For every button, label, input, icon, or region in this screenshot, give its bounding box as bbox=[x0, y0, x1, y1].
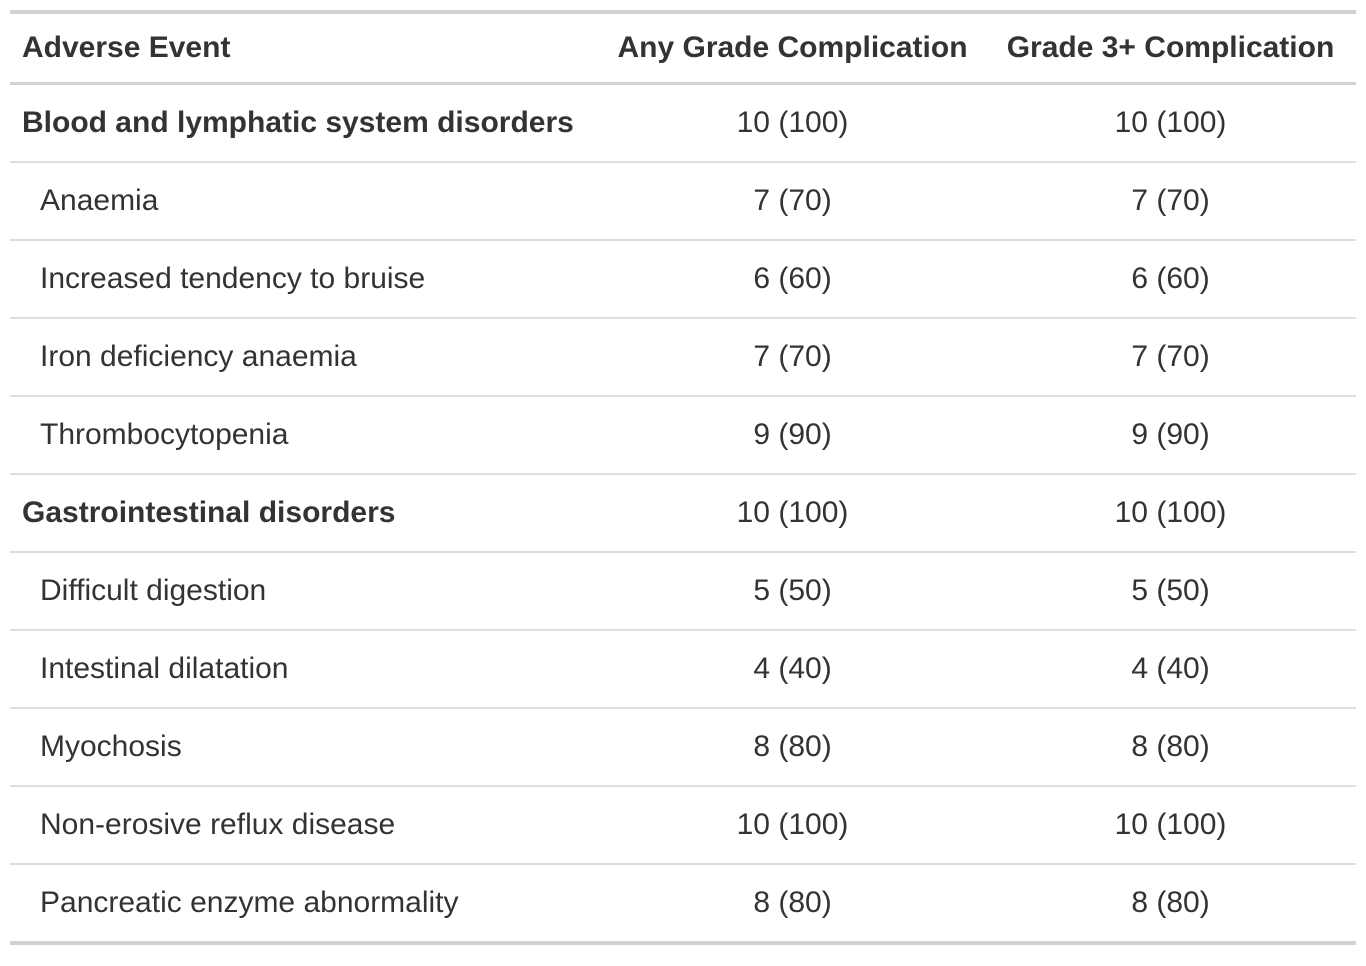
table-row: Pancreatic enzyme abnormality 8 (80) 8 (… bbox=[10, 864, 1356, 943]
adverse-event-cell: Anaemia bbox=[40, 184, 159, 217]
table-row: Myochosis 8 (80) 8 (80) bbox=[10, 708, 1356, 786]
adverse-event-cell: Gastrointestinal disorders bbox=[22, 496, 396, 529]
adverse-event-cell: Non-erosive reflux disease bbox=[40, 808, 396, 841]
adverse-event-cell: Blood and lymphatic system disorders bbox=[22, 106, 574, 139]
table-body: Blood and lymphatic system disorders 10 … bbox=[10, 84, 1356, 943]
header-row: Adverse Event Any Grade Complication Gra… bbox=[10, 12, 1356, 84]
any-grade-value-cell: 10 (100) bbox=[736, 106, 849, 139]
table-row: Intestinal dilatation 4 (40) 4 (40) bbox=[10, 630, 1356, 708]
any-grade-value-cell: 8 (80) bbox=[753, 886, 832, 919]
column-header-any-grade-complication: Any Grade Complication bbox=[617, 31, 968, 64]
any-grade-value-cell: 7 (70) bbox=[753, 340, 832, 373]
table-row: Increased tendency to bruise 6 (60) 6 (6… bbox=[10, 240, 1356, 318]
adverse-event-cell: Iron deficiency anaemia bbox=[40, 340, 357, 373]
grade-3-plus-value-cell: 8 (80) bbox=[1131, 730, 1210, 763]
grade-3-plus-value-cell: 9 (90) bbox=[1131, 418, 1210, 451]
table-row: Iron deficiency anaemia 7 (70) 7 (70) bbox=[10, 318, 1356, 396]
grade-3-plus-value-cell: 8 (80) bbox=[1131, 886, 1210, 919]
adverse-event-cell: Myochosis bbox=[40, 730, 182, 763]
any-grade-value-cell: 10 (100) bbox=[736, 808, 849, 841]
any-grade-value-cell: 8 (80) bbox=[753, 730, 832, 763]
table-row-category: Blood and lymphatic system disorders 10 … bbox=[10, 84, 1356, 162]
grade-3-plus-value-cell: 7 (70) bbox=[1131, 184, 1210, 217]
grade-3-plus-value-cell: 4 (40) bbox=[1131, 652, 1210, 685]
any-grade-value-cell: 5 (50) bbox=[753, 574, 832, 607]
table-row-category: Gastrointestinal disorders 10 (100) 10 (… bbox=[10, 474, 1356, 552]
adverse-event-cell: Thrombocytopenia bbox=[40, 418, 289, 451]
adverse-event-cell: Increased tendency to bruise bbox=[40, 262, 426, 295]
grade-3-plus-value-cell: 10 (100) bbox=[1114, 496, 1227, 529]
adverse-event-cell: Intestinal dilatation bbox=[40, 652, 289, 685]
table-header: Adverse Event Any Grade Complication Gra… bbox=[10, 12, 1356, 84]
table-row: Non-erosive reflux disease 10 (100) 10 (… bbox=[10, 786, 1356, 864]
grade-3-plus-value-cell: 5 (50) bbox=[1131, 574, 1210, 607]
grade-3-plus-value-cell: 7 (70) bbox=[1131, 340, 1210, 373]
adverse-event-cell: Pancreatic enzyme abnormality bbox=[40, 886, 459, 919]
any-grade-value-cell: 4 (40) bbox=[753, 652, 832, 685]
table-row: Thrombocytopenia 9 (90) 9 (90) bbox=[10, 396, 1356, 474]
any-grade-value-cell: 9 (90) bbox=[753, 418, 832, 451]
column-header-adverse-event: Adverse Event bbox=[22, 31, 231, 64]
any-grade-value-cell: 6 (60) bbox=[753, 262, 832, 295]
table-row: Anaemia 7 (70) 7 (70) bbox=[10, 162, 1356, 240]
column-header-grade-3-plus-complication: Grade 3+ Complication bbox=[1006, 31, 1335, 64]
adverse-events-table: Adverse Event Any Grade Complication Gra… bbox=[10, 10, 1356, 945]
adverse-event-cell: Difficult digestion bbox=[40, 574, 267, 607]
grade-3-plus-value-cell: 10 (100) bbox=[1114, 808, 1227, 841]
any-grade-value-cell: 10 (100) bbox=[736, 496, 849, 529]
any-grade-value-cell: 7 (70) bbox=[753, 184, 832, 217]
table-row: Difficult digestion 5 (50) 5 (50) bbox=[10, 552, 1356, 630]
grade-3-plus-value-cell: 10 (100) bbox=[1114, 106, 1227, 139]
grade-3-plus-value-cell: 6 (60) bbox=[1131, 262, 1210, 295]
